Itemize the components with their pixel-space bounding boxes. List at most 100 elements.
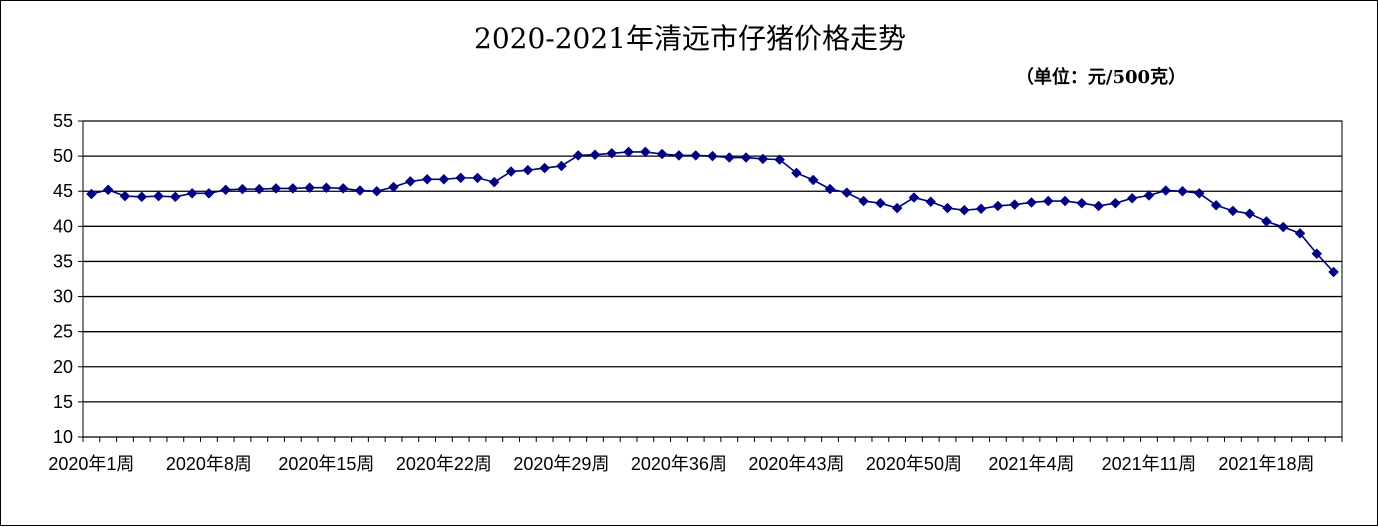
x-tick-label: 2020年22周 (396, 454, 492, 474)
x-tick-label: 2021年4周 (988, 454, 1074, 474)
data-point-marker (1143, 190, 1155, 201)
data-point-marker (606, 147, 618, 159)
data-point-marker (237, 183, 248, 195)
y-tick-label: 45 (53, 181, 73, 201)
chart-title: 2020-2021年清远市仔猪价格走势 (474, 22, 906, 55)
data-point-marker (304, 182, 315, 194)
data-point-marker (875, 197, 886, 209)
y-tick-label: 15 (53, 392, 73, 412)
data-point-marker (791, 167, 802, 179)
x-tick-label: 2020年43周 (748, 454, 844, 474)
data-point-marker (656, 148, 668, 160)
data-point-marker (438, 173, 450, 185)
x-tick-label: 2020年8周 (166, 454, 252, 474)
y-tick-label: 20 (53, 357, 73, 377)
x-axis-ticks: 2020年1周 2020年8周 2020年15周 2020年22周 2020年29周 20… (48, 437, 1343, 474)
plot-area-border (82, 120, 1343, 438)
data-point-marker (891, 202, 903, 214)
series-layer (86, 146, 1339, 278)
series-line (91, 151, 1335, 273)
data-point-marker (539, 162, 550, 174)
data-point-marker (321, 182, 332, 194)
data-point-marker (119, 190, 131, 202)
data-point-marker (287, 183, 299, 194)
data-point-marker (1160, 185, 1172, 196)
data-point-marker (1110, 197, 1121, 209)
data-point-marker (86, 188, 97, 200)
data-point-marker (807, 174, 819, 186)
data-point-marker (774, 154, 786, 165)
data-point-marker (203, 187, 215, 199)
x-tick-label: 2020年50周 (866, 454, 962, 474)
data-point-marker (371, 185, 383, 197)
x-tick-label: 2020年36周 (631, 454, 727, 474)
data-point-marker (270, 183, 282, 194)
data-point-marker (102, 184, 114, 196)
data-point-marker (556, 160, 567, 172)
data-point-marker (992, 200, 1004, 212)
data-point-marker (841, 187, 853, 198)
data-point-marker (1126, 192, 1138, 204)
data-point-marker (942, 202, 953, 214)
data-point-marker (1244, 208, 1256, 220)
data-point-marker (572, 150, 584, 161)
y-axis-ticks: 55 50 45 40 35 30 25 20 15 10 (53, 111, 83, 447)
data-point-marker (337, 183, 349, 194)
data-point-marker (740, 152, 752, 163)
data-point-marker (723, 152, 735, 163)
x-tick-label: 2020年15周 (278, 454, 374, 474)
data-point-marker (169, 191, 181, 203)
data-point-marker (1328, 266, 1339, 278)
data-point-marker (522, 164, 534, 176)
data-point-marker (1294, 228, 1306, 239)
data-point-marker (639, 146, 651, 158)
data-point-marker (488, 176, 500, 188)
data-point-marker (673, 150, 685, 161)
data-point-marker (1026, 197, 1037, 208)
data-point-marker (1277, 221, 1289, 233)
data-point-marker (690, 150, 702, 161)
chart-unit-subtitle: （单位：元/500克） (1016, 66, 1186, 88)
data-point-marker (404, 176, 416, 187)
y-tick-label: 30 (53, 287, 73, 307)
data-point-marker (472, 172, 483, 184)
data-point-marker (1177, 185, 1188, 197)
data-point-marker (925, 196, 937, 208)
x-tick-label: 2020年1周 (48, 454, 134, 474)
y-tick-label: 40 (53, 216, 73, 236)
data-point-marker (455, 172, 467, 184)
data-point-marker (1076, 197, 1088, 209)
data-point-marker (908, 192, 920, 203)
y-tick-label: 55 (53, 111, 73, 131)
data-point-marker (220, 184, 232, 196)
data-point-marker (186, 187, 198, 199)
y-tick-label: 25 (53, 322, 73, 342)
data-point-marker (707, 150, 718, 162)
data-point-marker (1009, 199, 1021, 210)
data-point-marker (1093, 200, 1104, 212)
data-point-marker (1059, 195, 1071, 207)
data-point-marker (388, 181, 399, 193)
data-point-marker (153, 190, 164, 202)
data-point-marker (589, 149, 601, 161)
data-point-marker (1193, 187, 1205, 199)
data-point-marker (354, 185, 366, 196)
x-tick-label: 2020年29周 (513, 454, 609, 474)
data-point-marker (1311, 248, 1323, 260)
data-point-marker (505, 166, 517, 177)
x-tick-label: 2021年18周 (1218, 454, 1314, 474)
data-point-marker (1227, 205, 1239, 217)
data-point-marker (421, 173, 433, 185)
data-point-marker (1210, 199, 1222, 211)
data-point-marker (975, 203, 987, 215)
grid-layer (83, 120, 1342, 438)
data-point-marker (1042, 195, 1054, 207)
data-point-marker (136, 191, 148, 203)
y-tick-label: 50 (53, 146, 73, 166)
data-point-marker (757, 153, 769, 165)
data-point-marker (824, 183, 836, 195)
y-tick-label: 35 (53, 251, 73, 271)
data-point-marker (253, 183, 265, 195)
data-point-marker (1261, 216, 1272, 227)
